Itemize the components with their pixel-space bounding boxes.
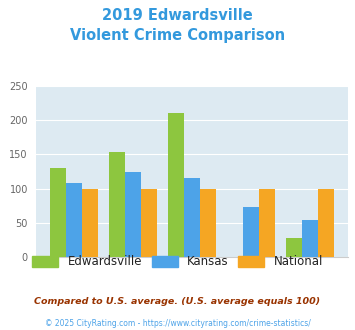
Bar xyxy=(141,189,157,257)
Bar xyxy=(168,113,184,257)
Bar xyxy=(200,189,215,257)
Bar xyxy=(66,183,82,257)
Text: Violent Crime Comparison: Violent Crime Comparison xyxy=(70,28,285,43)
Text: 2019 Edwardsville: 2019 Edwardsville xyxy=(102,8,253,23)
Bar xyxy=(184,179,200,257)
Text: Compared to U.S. average. (U.S. average equals 100): Compared to U.S. average. (U.S. average … xyxy=(34,297,321,306)
Bar xyxy=(318,189,334,257)
Bar xyxy=(109,152,125,257)
Text: © 2025 CityRating.com - https://www.cityrating.com/crime-statistics/: © 2025 CityRating.com - https://www.city… xyxy=(45,319,310,328)
Bar xyxy=(50,168,66,257)
Bar xyxy=(286,238,302,257)
Legend: Edwardsville, Kansas, National: Edwardsville, Kansas, National xyxy=(27,250,328,273)
Bar xyxy=(302,220,318,257)
Bar xyxy=(243,207,259,257)
Bar xyxy=(259,189,275,257)
Bar xyxy=(125,172,141,257)
Bar xyxy=(82,189,98,257)
